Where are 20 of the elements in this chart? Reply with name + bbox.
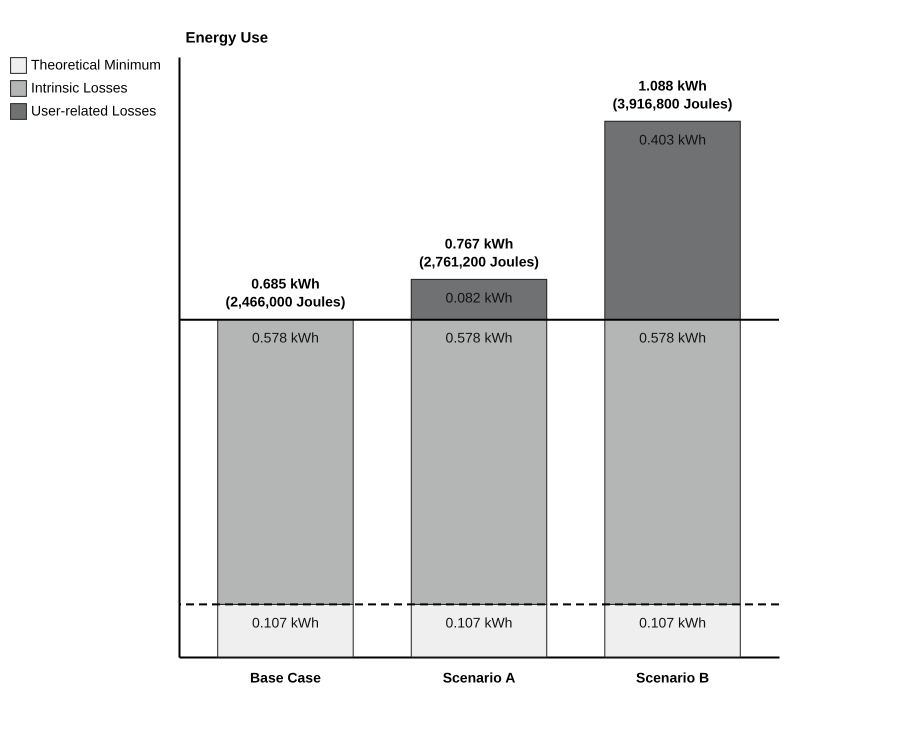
y-axis-title: Energy Use <box>186 30 268 46</box>
total-label: 1.088 kWh (3,916,800 Joules) <box>612 77 732 112</box>
total-label: 0.767 kWh (2,761,200 Joules) <box>419 235 539 270</box>
data-label: 0.578 kWh <box>639 330 706 346</box>
data-label: 0.107 kWh <box>639 614 706 630</box>
data-label: 0.107 kWh <box>446 614 512 630</box>
data-label: 0.107 kWh <box>252 614 319 630</box>
total-label: 0.685 kWh (2,466,000 Joules) <box>226 276 346 310</box>
legend-label: Theoretical Minimum <box>31 56 161 72</box>
bar <box>604 120 741 320</box>
bar <box>410 278 548 320</box>
data-label: 0.082 kWh <box>446 289 512 306</box>
x-tick-label: Scenario B <box>636 670 710 686</box>
x-tick-label: Base Case <box>250 670 322 686</box>
x-tick-label: Scenario A <box>442 670 516 686</box>
data-label: 0.403 kWh <box>639 131 706 148</box>
legend-label: User-related Losses <box>31 102 156 118</box>
legend-label: Intrinsic Losses <box>31 80 128 96</box>
data-label: 0.578 kWh <box>446 330 512 346</box>
data-label: 0.578 kWh <box>252 330 319 346</box>
